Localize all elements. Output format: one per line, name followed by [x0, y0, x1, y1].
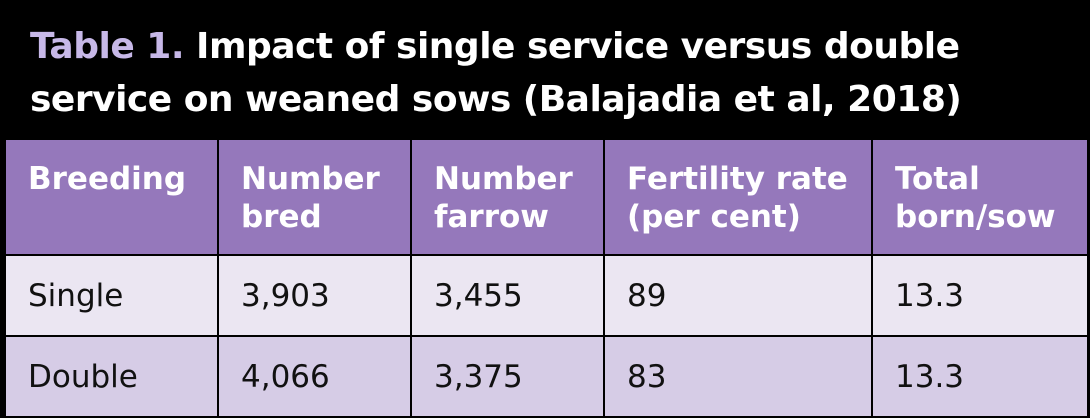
table-cell: 3,903: [217, 254, 412, 337]
table-caption: Impact of single service versus double s…: [30, 26, 962, 120]
header-row: Breeding Number bred Number farrow Ferti…: [4, 138, 1089, 256]
column-header-breeding: Breeding: [4, 138, 219, 256]
table-cell: 13.3: [871, 254, 1089, 337]
table-number-label: Table 1.: [30, 26, 185, 67]
table-cell: 89: [603, 254, 873, 337]
table-title: Table 1. Impact of single service versus…: [30, 20, 1070, 126]
table-cell: 3,455: [410, 254, 605, 337]
data-table: Breeding Number bred Number farrow Ferti…: [4, 138, 1089, 418]
column-header-total-born: Total born/sow: [871, 138, 1089, 256]
table-cell: 4,066: [217, 335, 412, 418]
table-cell: 3,375: [410, 335, 605, 418]
table-cell: Double: [4, 335, 219, 418]
table-row: Double 4,066 3,375 83 13.3: [4, 335, 1089, 418]
table-cell: Single: [4, 254, 219, 337]
table-cell: 13.3: [871, 335, 1089, 418]
column-header-number-bred: Number bred: [217, 138, 412, 256]
table-cell: 83: [603, 335, 873, 418]
column-header-fertility-rate: Fertility rate (per cent): [603, 138, 873, 256]
column-header-number-farrow: Number farrow: [410, 138, 605, 256]
table-row: Single 3,903 3,455 89 13.3: [4, 254, 1089, 337]
